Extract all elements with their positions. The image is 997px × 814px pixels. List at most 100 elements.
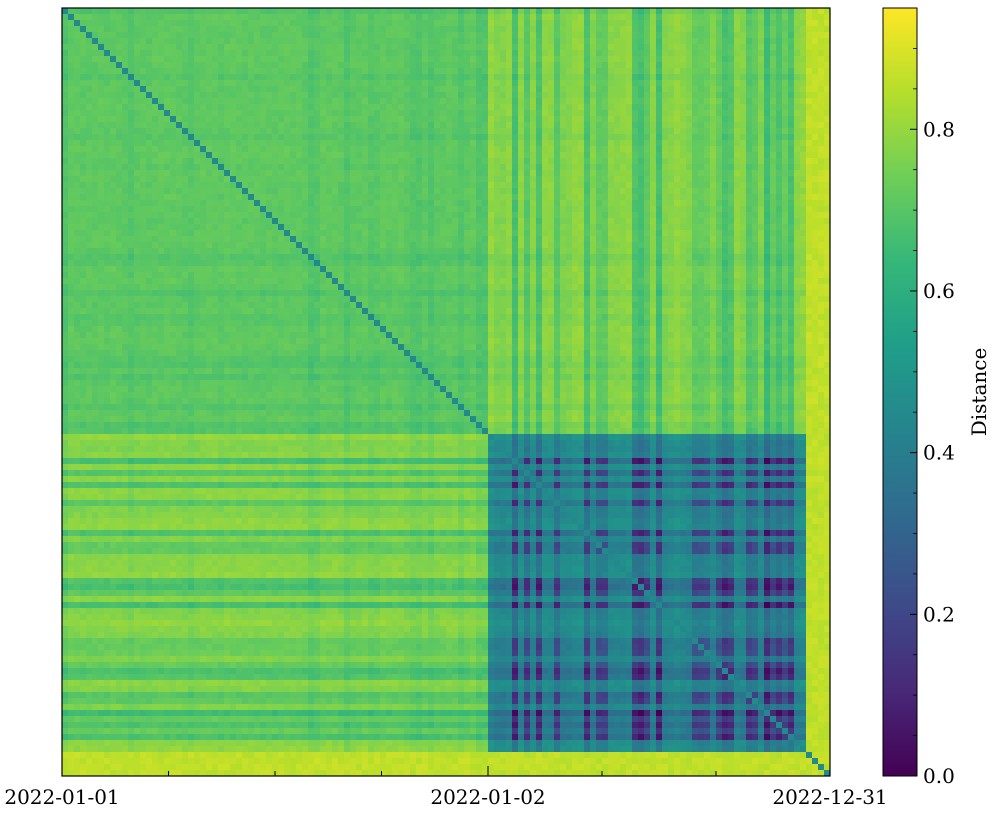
heatmap-cell [416, 158, 423, 165]
heatmap-cell [284, 176, 291, 183]
heatmap-cell [236, 122, 243, 129]
heatmap-cell [530, 20, 537, 27]
heatmap-cell [218, 224, 225, 231]
heatmap-cell [812, 74, 819, 81]
heatmap-cell [614, 56, 621, 63]
heatmap-cell [470, 200, 477, 207]
heatmap-cell [158, 140, 165, 147]
heatmap-cell [224, 176, 231, 183]
heatmap-cell [554, 104, 561, 111]
heatmap-cell [428, 206, 435, 213]
heatmap-cell [716, 236, 723, 243]
heatmap-cell [578, 212, 585, 219]
heatmap-cell [290, 146, 297, 153]
heatmap-cell [104, 170, 111, 177]
heatmap-cell [224, 8, 231, 15]
heatmap-cell [86, 86, 93, 93]
heatmap-cell [242, 146, 249, 153]
heatmap-cell [98, 8, 105, 15]
heatmap-cell [446, 80, 453, 87]
heatmap-cell [428, 236, 435, 243]
heatmap-cell [632, 98, 639, 105]
heatmap-cell [428, 230, 435, 237]
heatmap-cell [440, 122, 447, 129]
heatmap-cell [326, 170, 333, 177]
heatmap-cell [704, 164, 711, 171]
heatmap-cell [62, 98, 69, 105]
heatmap-cell [218, 122, 225, 129]
heatmap-cell [260, 56, 267, 63]
heatmap-cell [296, 206, 303, 213]
heatmap-cell [302, 194, 309, 201]
heatmap-cell [122, 68, 129, 75]
heatmap-cell [110, 182, 117, 189]
heatmap-cell [248, 14, 255, 21]
heatmap-cell [746, 164, 753, 171]
heatmap-cell [152, 50, 159, 57]
heatmap-cell [566, 212, 573, 219]
heatmap-cell [632, 32, 639, 39]
heatmap-cell [110, 32, 117, 39]
heatmap-cell [242, 236, 249, 243]
heatmap-cell [662, 212, 669, 219]
heatmap-cell [224, 152, 231, 159]
heatmap-cell [80, 206, 87, 213]
heatmap-cell [680, 110, 687, 117]
heatmap-cell [332, 224, 339, 231]
heatmap-cell [338, 128, 345, 135]
heatmap-cell [152, 44, 159, 51]
heatmap-cell [212, 62, 219, 69]
heatmap-cell [86, 194, 93, 201]
heatmap-cell [236, 176, 243, 183]
heatmap-cell [746, 110, 753, 117]
heatmap-cell [554, 128, 561, 135]
heatmap-cell [200, 224, 207, 231]
heatmap-cell [668, 74, 675, 81]
heatmap-cell [632, 230, 639, 237]
heatmap-cell [776, 68, 783, 75]
heatmap-cell [752, 200, 759, 207]
heatmap-cell [308, 98, 315, 105]
heatmap-cell [68, 188, 75, 195]
heatmap-cell [626, 20, 633, 27]
heatmap-cell [572, 44, 579, 51]
heatmap-cell [440, 170, 447, 177]
heatmap-cell [728, 176, 735, 183]
heatmap-cell [530, 32, 537, 39]
heatmap-cell [728, 224, 735, 231]
heatmap-cell [452, 50, 459, 57]
heatmap-cell [326, 38, 333, 45]
heatmap-cell [74, 92, 81, 99]
heatmap-cell [128, 80, 135, 87]
heatmap-cell [638, 206, 645, 213]
heatmap-cell [620, 152, 627, 159]
heatmap-cell [488, 68, 495, 75]
heatmap-cell [626, 236, 633, 243]
heatmap-cell [380, 68, 387, 75]
heatmap-cell [536, 68, 543, 75]
heatmap-cell [218, 104, 225, 111]
heatmap-cell [200, 128, 207, 135]
heatmap-cell [380, 134, 387, 141]
heatmap-cell [134, 140, 141, 147]
heatmap-cell [620, 224, 627, 231]
heatmap-cell [590, 50, 597, 57]
heatmap-cell [440, 80, 447, 87]
heatmap-cell [110, 50, 117, 57]
heatmap-cell [752, 194, 759, 201]
heatmap-cell [104, 152, 111, 159]
heatmap-cell [482, 56, 489, 63]
heatmap-cell [404, 230, 411, 237]
heatmap-cell [218, 182, 225, 189]
heatmap-cell [236, 140, 243, 147]
heatmap-cell [254, 158, 261, 165]
heatmap-cell [86, 14, 93, 21]
heatmap-cell [266, 128, 273, 135]
heatmap-cell [386, 56, 393, 63]
heatmap-cell [200, 164, 207, 171]
heatmap-cell [656, 122, 663, 129]
heatmap-cell [302, 44, 309, 51]
heatmap-cell [692, 50, 699, 57]
heatmap-cell [560, 218, 567, 225]
heatmap-cell [434, 218, 441, 225]
